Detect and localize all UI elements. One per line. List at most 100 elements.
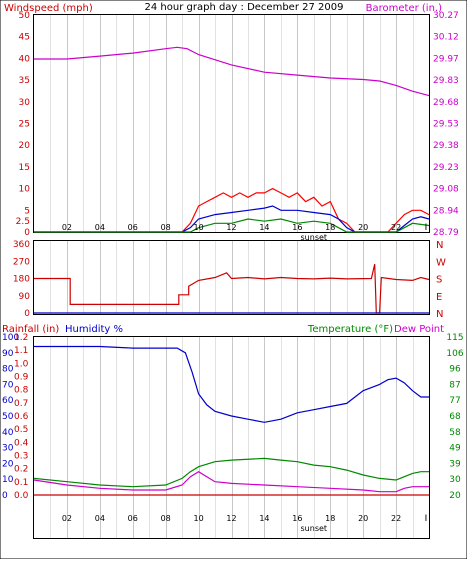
temperature-tick-label: 39 <box>449 459 461 469</box>
barometer-tick-label: 29.83 <box>433 76 459 86</box>
x-tick-label: 10 <box>193 514 203 523</box>
rainfall-tick-label: 0.0 <box>14 491 29 501</box>
direction-panel-frame <box>33 240 430 315</box>
wind-panel-frame <box>33 14 430 233</box>
temperature-tick-label: 87 <box>449 380 460 390</box>
windspeed-tick-label: 35 <box>19 76 30 86</box>
climate-panel-frame <box>33 336 430 539</box>
x-tick-label: 08 <box>161 223 171 232</box>
x-tick-label: 18 <box>325 514 335 523</box>
barometer-tick-label: 28.94 <box>433 206 459 216</box>
humidity-line <box>34 345 429 423</box>
humidity-tick-label: 100 <box>2 333 19 343</box>
chart-title: 24 hour graph day : December 27 2009 <box>145 2 344 13</box>
x-tick-label: 22 <box>391 223 401 232</box>
rainfall-tick-label: 0.2 <box>14 465 28 475</box>
barometer-tick-label: 29.97 <box>433 54 459 64</box>
compass-label: S <box>436 275 442 286</box>
rainfall-tick-label: 0.7 <box>14 399 28 409</box>
rainfall-tick-label: 0.4 <box>14 438 29 448</box>
barometer-tick-label: 29.08 <box>433 185 459 195</box>
windspeed-tick-label: 15 <box>19 163 30 173</box>
rainfall-axis-label: Rainfall (in) <box>2 324 59 335</box>
temperature-axis-label: Temperature (°F) <box>307 324 393 335</box>
x-tick-label: 02 <box>62 514 72 523</box>
humidity-tick-label: 0 <box>2 491 8 501</box>
temperature-tick-label: 77 <box>449 396 460 406</box>
windspeed-tick-label: 0 <box>24 228 30 238</box>
sunset-marker-label: sunset <box>301 524 328 533</box>
rainfall-tick-label: 0.9 <box>14 373 29 383</box>
windspeed-axis-label: Windspeed (mph) <box>4 3 93 14</box>
windspeed-tick-label: 25 <box>19 120 30 130</box>
x-tick-label: 16 <box>292 514 302 523</box>
windspeed-tick-label: 2.5 <box>16 217 30 227</box>
sunset-marker-label: sunset <box>301 233 328 242</box>
windspeed-tick-label: 40 <box>19 54 31 64</box>
x-tick-label: 12 <box>226 223 236 232</box>
day-end-marker: I <box>425 223 428 233</box>
x-tick-label: 18 <box>325 223 335 232</box>
barometer-tick-label: 29.68 <box>433 98 459 108</box>
dew-point-line <box>33 470 429 493</box>
humidity-tick-label: 80 <box>2 365 14 375</box>
day-end-marker: I <box>425 514 428 524</box>
windspeed-tick-label: 45 <box>19 33 30 43</box>
humidity-tick-label: 30 <box>2 444 14 454</box>
compass-label: E <box>436 292 442 303</box>
humidity-tick-label: 20 <box>2 459 14 469</box>
temperature-tick-label: 115 <box>446 333 463 343</box>
windspeed-tick-label: 30 <box>19 98 31 108</box>
x-tick-label: 12 <box>226 514 236 523</box>
humidity-tick-label: 90 <box>2 349 14 359</box>
windspeed-tick-label: 10 <box>19 185 31 195</box>
barometer-tick-label: 30.12 <box>433 33 459 43</box>
temperature-tick-label: 58 <box>449 428 461 438</box>
temperature-tick-label: 30 <box>449 475 461 485</box>
humidity-tick-label: 70 <box>2 380 14 390</box>
compass-label: N <box>436 309 443 320</box>
barometer-tick-label: 29.23 <box>433 163 459 173</box>
wind-gust-line <box>34 187 430 233</box>
windspeed-tick-label: 20 <box>19 141 31 151</box>
humidity-tick-label: 10 <box>2 475 14 485</box>
direction-tick-label: 360 <box>13 240 30 250</box>
rainfall-tick-label: 0.3 <box>14 452 28 462</box>
x-tick-label: 14 <box>259 514 269 523</box>
barometer-tick-label: 29.53 <box>433 120 459 130</box>
rainfall-tick-label: 1.0 <box>14 359 29 369</box>
x-tick-label: 20 <box>358 223 368 232</box>
barometer-axis-label: Barometer (in.) <box>366 3 442 14</box>
windspeed-tick-label: 5 <box>24 206 30 216</box>
wind-speed-line <box>34 218 430 233</box>
rainfall-tick-label: 1.1 <box>14 346 28 356</box>
x-tick-label: 10 <box>193 223 203 232</box>
direction-tick-label: 90 <box>19 292 31 302</box>
barometer-line <box>34 46 430 97</box>
barometer-tick-label: 28.79 <box>433 228 459 238</box>
compass-label: N <box>436 240 443 251</box>
rainfall-tick-label: 0.6 <box>14 412 29 422</box>
x-tick-label: 04 <box>95 223 105 232</box>
humidity-tick-label: 60 <box>2 396 14 406</box>
x-tick-label: 06 <box>128 514 138 523</box>
direction-tick-label: 180 <box>13 275 30 285</box>
temperature-tick-label: 106 <box>446 349 463 359</box>
x-tick-label: 04 <box>95 514 105 523</box>
direction-tick-label: 0 <box>24 309 30 319</box>
x-tick-label: 08 <box>161 514 171 523</box>
temperature-tick-label: 68 <box>449 412 461 422</box>
x-tick-label: 20 <box>358 514 368 523</box>
humidity-axis-label: Humidity % <box>65 324 123 335</box>
temperature-line <box>33 457 429 488</box>
barometer-tick-label: 30.27 <box>433 11 459 21</box>
windspeed-tick-label: 50 <box>19 11 31 21</box>
rainfall-tick-label: 1.2 <box>14 333 28 343</box>
temperature-tick-label: 49 <box>449 444 461 454</box>
humidity-tick-label: 50 <box>2 412 14 422</box>
dewpoint-axis-label: Dew Point <box>394 324 444 335</box>
x-tick-label: 06 <box>128 223 138 232</box>
x-tick-label: 16 <box>292 223 302 232</box>
rainfall-tick-label: 0.1 <box>14 478 28 488</box>
